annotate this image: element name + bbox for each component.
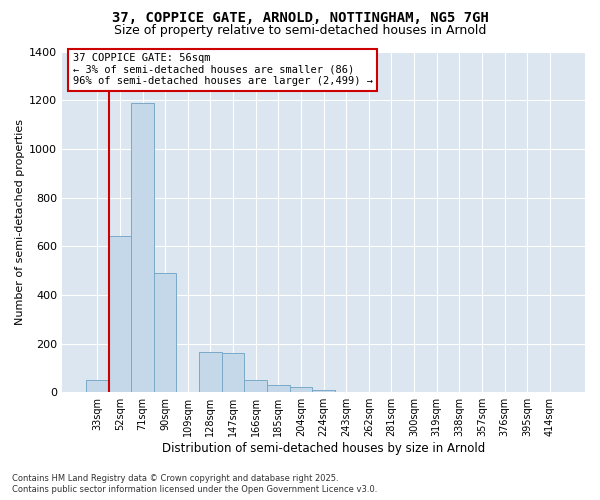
Bar [131, 102, 154, 392]
Bar [222, 354, 244, 392]
Bar [312, 390, 335, 392]
Bar [244, 380, 267, 392]
Text: 37, COPPICE GATE, ARNOLD, NOTTINGHAM, NG5 7GH: 37, COPPICE GATE, ARNOLD, NOTTINGHAM, NG… [112, 11, 488, 25]
Bar [86, 380, 109, 392]
Bar [199, 352, 222, 392]
Bar [267, 385, 290, 392]
Bar [109, 236, 131, 392]
Y-axis label: Number of semi-detached properties: Number of semi-detached properties [15, 119, 25, 325]
Text: 37 COPPICE GATE: 56sqm
← 3% of semi-detached houses are smaller (86)
96% of semi: 37 COPPICE GATE: 56sqm ← 3% of semi-deta… [73, 53, 373, 86]
Text: Contains HM Land Registry data © Crown copyright and database right 2025.
Contai: Contains HM Land Registry data © Crown c… [12, 474, 377, 494]
Text: Size of property relative to semi-detached houses in Arnold: Size of property relative to semi-detach… [114, 24, 486, 37]
Bar [290, 388, 312, 392]
Bar [154, 273, 176, 392]
X-axis label: Distribution of semi-detached houses by size in Arnold: Distribution of semi-detached houses by … [162, 442, 485, 455]
